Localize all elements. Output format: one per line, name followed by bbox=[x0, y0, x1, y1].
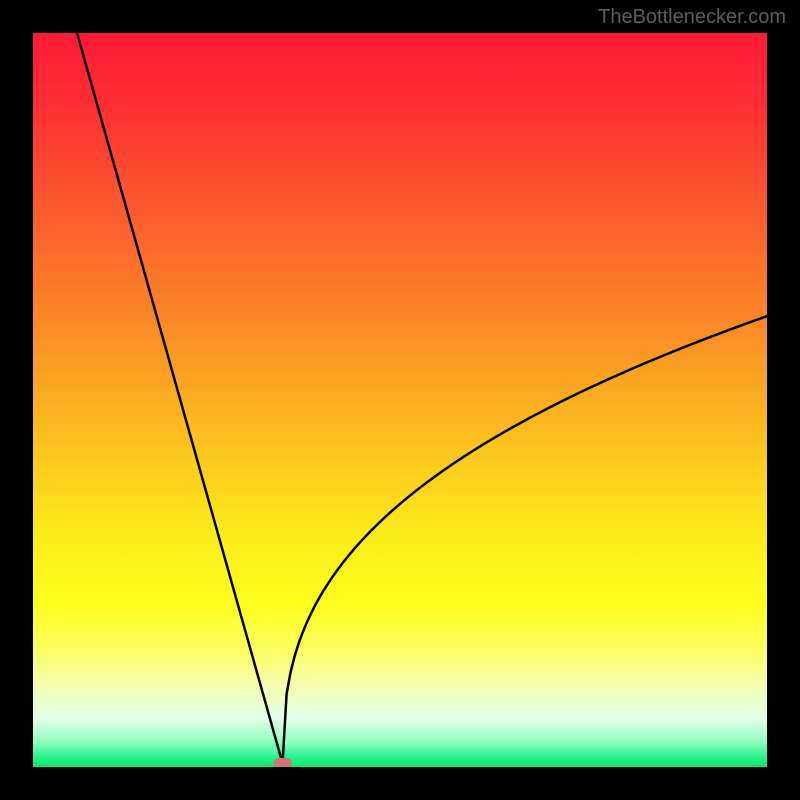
chart-svg bbox=[33, 33, 767, 767]
chart-background bbox=[33, 33, 767, 767]
chart-plot-area bbox=[33, 33, 767, 767]
optimum-marker bbox=[274, 758, 292, 767]
watermark-text: TheBottlenecker.com bbox=[598, 6, 786, 29]
